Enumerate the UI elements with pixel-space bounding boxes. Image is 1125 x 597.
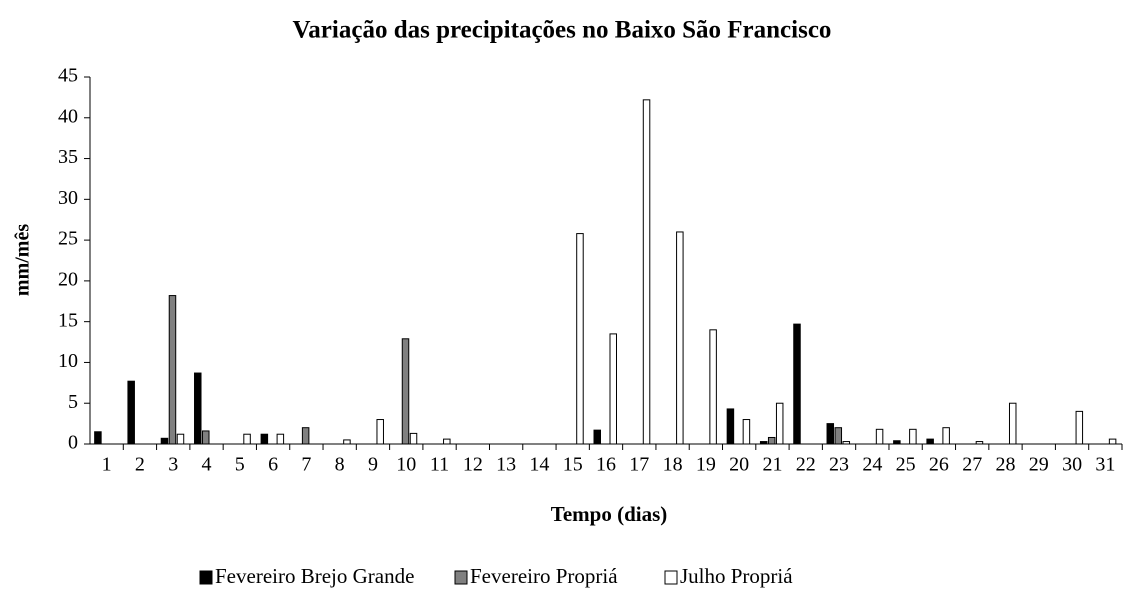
- bar: [775, 402, 784, 445]
- bar: [826, 423, 835, 445]
- bar: [409, 432, 418, 445]
- bar: [202, 430, 210, 445]
- bar: [94, 431, 102, 445]
- x-tick-label: 28: [995, 454, 1015, 476]
- x-tick-label: 3: [168, 454, 178, 476]
- bar: [642, 99, 651, 445]
- y-tick-label: 25: [58, 228, 78, 250]
- bar: [443, 438, 451, 445]
- x-tick-label: 23: [829, 454, 849, 476]
- x-tick-label: 8: [335, 454, 345, 476]
- bar: [1008, 402, 1017, 445]
- bar: [194, 372, 202, 445]
- x-tick-label: 17: [629, 454, 649, 476]
- bar: [793, 323, 801, 445]
- bar: [709, 329, 717, 445]
- x-tick-label: 20: [729, 454, 749, 476]
- chart-title: Variação das precipitações no Baixo São …: [293, 17, 832, 44]
- x-tick-label: 22: [796, 454, 816, 476]
- x-tick-label: 29: [1029, 454, 1049, 476]
- bar: [767, 436, 776, 445]
- x-tick-label: 13: [496, 454, 516, 476]
- bar: [842, 441, 851, 445]
- bar: [276, 433, 285, 445]
- x-tick-label: 25: [896, 454, 916, 476]
- x-tick-label: 7: [301, 454, 311, 476]
- bar: [401, 338, 410, 445]
- x-tick-label: 30: [1062, 454, 1082, 476]
- bar: [343, 439, 351, 445]
- legend-label: Julho Propriá: [680, 564, 793, 588]
- bar: [576, 233, 584, 445]
- bar: [742, 419, 751, 445]
- x-tick-label: 10: [396, 454, 416, 476]
- bar: [609, 333, 617, 445]
- y-tick-label: 0: [68, 432, 78, 454]
- x-tick-label: 5: [235, 454, 245, 476]
- x-tick-label: 4: [202, 454, 212, 476]
- x-tick-label: 27: [962, 454, 982, 476]
- bar: [909, 428, 917, 445]
- y-tick-label: 20: [58, 268, 78, 290]
- x-tick-label: 9: [368, 454, 378, 476]
- bar: [975, 441, 984, 445]
- x-tick-label: 6: [268, 454, 278, 476]
- bar: [593, 429, 601, 445]
- x-tick-label: 11: [430, 454, 449, 476]
- legend-label: Fevereiro Brejo Grande: [215, 564, 414, 588]
- x-tick-label: 31: [1095, 454, 1115, 476]
- bar: [127, 380, 135, 445]
- bar: [834, 427, 843, 445]
- bar: [1075, 410, 1084, 445]
- x-tick-label: 15: [563, 454, 583, 476]
- x-tick-label: 21: [762, 454, 782, 476]
- x-tick-label: 16: [596, 454, 616, 476]
- x-tick-label: 26: [929, 454, 949, 476]
- bar: [1108, 438, 1117, 445]
- x-axis-label: Tempo (dias): [551, 502, 668, 526]
- legend-swatch: [664, 570, 678, 585]
- legend-swatch: [199, 570, 213, 585]
- legend-label: Fevereiro Propriá: [470, 564, 618, 588]
- bar: [176, 433, 185, 445]
- y-tick-label: 45: [58, 65, 78, 87]
- legend-swatch: [454, 570, 468, 585]
- x-tick-label: 1: [102, 454, 112, 476]
- bar: [942, 427, 950, 445]
- y-tick-label: 30: [58, 187, 78, 209]
- y-tick-label: 15: [58, 309, 78, 331]
- bar: [875, 428, 884, 445]
- x-tick-label: 24: [862, 454, 882, 476]
- bar: [376, 419, 384, 445]
- bar: [243, 433, 251, 445]
- bar: [926, 438, 934, 445]
- bar: [168, 295, 177, 445]
- x-tick-label: 19: [696, 454, 716, 476]
- x-tick-label: 18: [663, 454, 683, 476]
- bar: [893, 440, 901, 445]
- y-tick-label: 35: [58, 146, 78, 168]
- y-tick-label: 10: [58, 350, 78, 372]
- x-tick-label: 14: [529, 454, 549, 476]
- bar: [160, 437, 169, 445]
- bar: [260, 433, 269, 445]
- y-axis-label: mm/mês: [12, 224, 34, 296]
- y-tick-label: 40: [58, 105, 78, 127]
- bar: [759, 441, 768, 445]
- bar: [676, 231, 684, 445]
- x-tick-label: 2: [135, 454, 145, 476]
- y-tick-label: 5: [68, 391, 78, 413]
- bar: [301, 427, 310, 445]
- bar: [726, 408, 735, 445]
- x-tick-label: 12: [463, 454, 483, 476]
